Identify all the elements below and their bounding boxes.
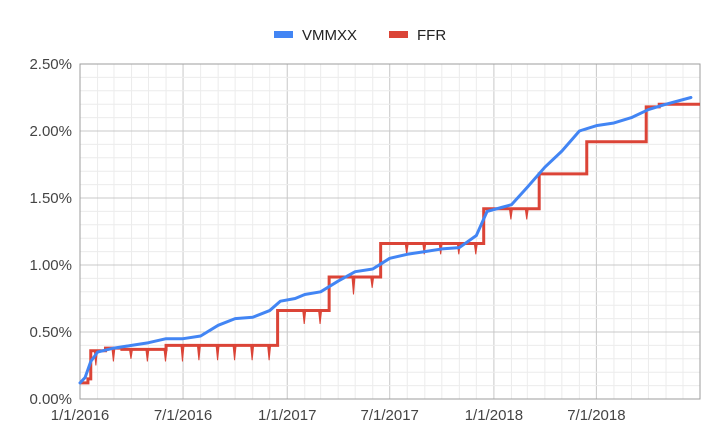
y-axis: 0.00% 0.50% 1.00% 1.50% 2.00% 2.50%: [29, 56, 72, 408]
series-dip-ffr: [318, 310, 323, 325]
legend-label-vmmxx: VMMXX: [302, 27, 357, 44]
series-layer: [78, 96, 700, 385]
series-dip-ffr: [404, 243, 409, 255]
legend: VMMXX FFR: [274, 27, 446, 44]
x-tick-label: 7/1/2017: [361, 407, 419, 424]
x-tick-label: 1/1/2018: [465, 407, 523, 424]
series-dip-ffr: [370, 276, 375, 288]
series-line-vmmxx: [78, 96, 693, 385]
y-tick-label: 0.00%: [29, 391, 72, 408]
series-dip-ffr: [302, 310, 307, 325]
x-tick-label: 7/1/2016: [154, 407, 212, 424]
x-tick-label: 1/1/2017: [258, 407, 316, 424]
y-tick-label: 2.50%: [29, 56, 72, 73]
series-dip-ffr: [250, 344, 255, 361]
series-dip-ffr: [232, 344, 237, 361]
series-dip-ffr: [473, 243, 478, 255]
series-dip-ffr: [215, 344, 220, 361]
y-tick-label: 1.50%: [29, 190, 72, 207]
y-tick-label: 0.50%: [29, 324, 72, 341]
y-tick-label: 2.00%: [29, 123, 72, 140]
series-dip-ffr: [196, 344, 201, 361]
series-dip-ffr: [422, 243, 427, 255]
series-dip-ffr: [351, 276, 356, 295]
series-dip-ffr: [145, 348, 150, 362]
legend-swatch-ffr: [389, 31, 408, 38]
legend-label-ffr: FFR: [417, 27, 446, 44]
series-dip-ffr: [128, 348, 134, 359]
gridlines: [79, 63, 700, 400]
y-tick-label: 1.00%: [29, 257, 72, 274]
series-dip-ffr: [267, 344, 272, 361]
plot-frame: [79, 63, 701, 400]
x-tick-label: 7/1/2018: [567, 407, 625, 424]
x-tick-label: 1/1/2016: [51, 407, 109, 424]
series-dip-ffr: [163, 348, 168, 362]
series-dip-ffr: [524, 208, 529, 220]
series-dip-ffr: [508, 208, 513, 220]
x-axis: 1/1/2016 7/1/2016 1/1/2017 7/1/2017 1/1/2018…: [51, 407, 626, 424]
legend-swatch-vmmxx: [274, 31, 293, 38]
series-dip-ffr: [180, 344, 185, 362]
